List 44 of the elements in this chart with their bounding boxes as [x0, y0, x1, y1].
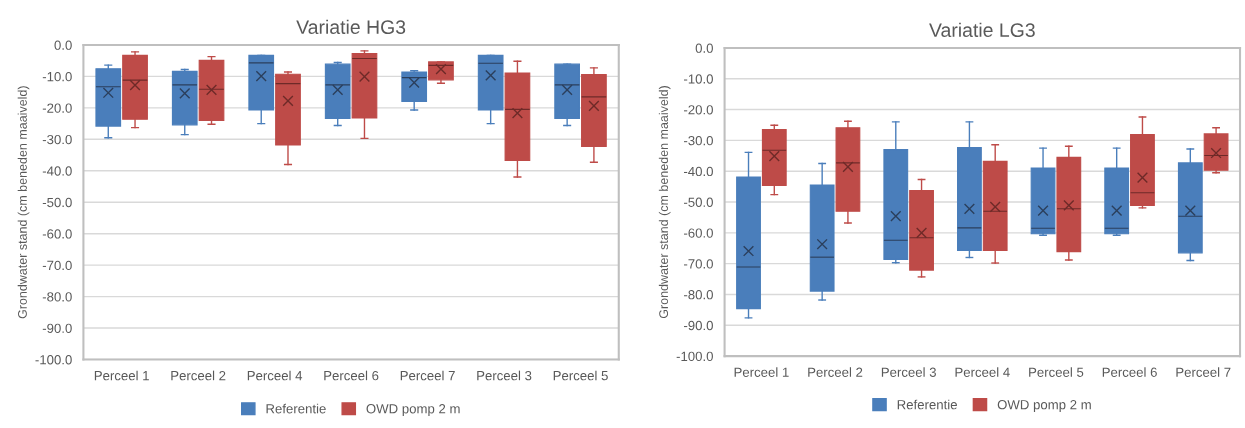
- x-tick-label: Perceel 7: [1176, 367, 1231, 377]
- x-tick-label: Perceel 4: [955, 367, 1010, 377]
- y-tick-label: -100.0: [676, 351, 713, 362]
- y-tick-label: -20.0: [42, 103, 72, 113]
- legend-label: OWD pomp 2 m: [366, 404, 460, 417]
- x-tick-label: Perceel 6: [1102, 367, 1157, 377]
- y-tick-label: -50.0: [683, 197, 713, 207]
- x-tick-label: Perceel 4: [247, 370, 303, 381]
- y-tick-label: -10.0: [42, 71, 72, 82]
- y-tick-label: -40.0: [683, 166, 713, 177]
- x-tick-label: Perceel 3: [881, 367, 936, 377]
- y-axis-title: Grondwater stand (cm beneden maaiveld): [17, 86, 30, 319]
- legend-label: Referentie: [266, 403, 326, 414]
- x-tick-label: Perceel 7: [400, 370, 455, 381]
- y-tick-label: -70.0: [42, 260, 72, 271]
- x-tick-label: Perceel 3: [477, 370, 532, 381]
- y-tick-label: 0.0: [54, 40, 72, 50]
- x-tick-label: Perceel 1: [94, 370, 149, 381]
- y-tick-label: -80.0: [683, 290, 713, 300]
- chart-title: Variatie LG3: [929, 22, 1035, 38]
- legend-label: OWD pomp 2 m: [997, 400, 1091, 412]
- x-tick-label: Perceel 1: [734, 367, 789, 377]
- y-tick-label: -50.0: [42, 197, 72, 208]
- y-tick-label: -90.0: [683, 320, 713, 331]
- y-tick-label: -40.0: [42, 166, 72, 176]
- x-tick-label: Perceel 2: [171, 370, 226, 381]
- y-tick-label: -30.0: [683, 135, 713, 146]
- y-tick-label: -100.0: [35, 355, 72, 365]
- legend-label: Referentie: [897, 399, 957, 410]
- y-tick-label: -20.0: [683, 105, 713, 115]
- x-tick-label: Perceel 6: [324, 370, 379, 381]
- y-tick-label: -10.0: [683, 74, 713, 84]
- x-tick-label: Perceel 5: [1029, 367, 1084, 377]
- chart-title: Variatie HG3: [296, 19, 406, 35]
- x-tick-label: Perceel 2: [808, 367, 863, 377]
- y-axis-title: Grondwater stand (cm beneden maaiveld): [658, 86, 671, 319]
- y-tick-label: -60.0: [683, 228, 713, 238]
- y-tick-label: -90.0: [42, 323, 72, 333]
- y-tick-label: 0.0: [695, 43, 713, 53]
- x-tick-label: Perceel 5: [553, 370, 608, 381]
- y-tick-label: -70.0: [683, 259, 713, 269]
- y-tick-label: -80.0: [42, 292, 72, 302]
- y-tick-label: -30.0: [42, 134, 72, 145]
- y-tick-label: -60.0: [42, 229, 72, 239]
